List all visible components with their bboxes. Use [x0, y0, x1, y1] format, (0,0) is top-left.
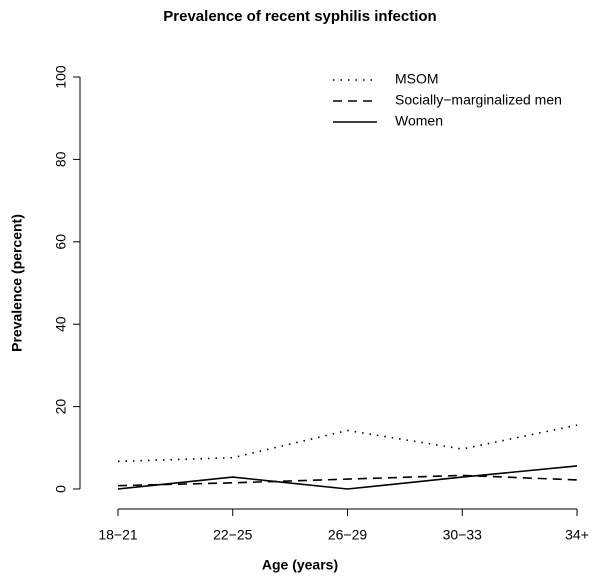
legend-label: MSOM: [395, 71, 439, 87]
y-tick-label: 20: [53, 399, 69, 415]
y-axis-title: Prevalence (percent): [9, 214, 25, 352]
x-tick-label: 30−33: [443, 527, 483, 543]
data-line: [117, 474, 578, 487]
y-tick-label: 40: [53, 316, 69, 332]
x-axis-title: Age (years): [262, 557, 338, 573]
legend-label: Socially−marginalized men: [395, 92, 562, 108]
data-line: [117, 465, 578, 490]
x-tick-label: 34+: [565, 527, 589, 543]
y-tick-label: 60: [53, 234, 69, 250]
data-line: [117, 424, 578, 463]
chart-title: Prevalence of recent syphilis infection: [163, 8, 436, 25]
legend-label: Women: [395, 113, 443, 129]
y-tick-label: 0: [53, 485, 69, 493]
y-tick-label: 80: [53, 151, 69, 167]
x-tick-label: 18−21: [98, 527, 138, 543]
x-tick-label: 22−25: [213, 527, 253, 543]
y-tick-label: 100: [53, 65, 69, 89]
x-tick-label: 26−29: [328, 527, 368, 543]
